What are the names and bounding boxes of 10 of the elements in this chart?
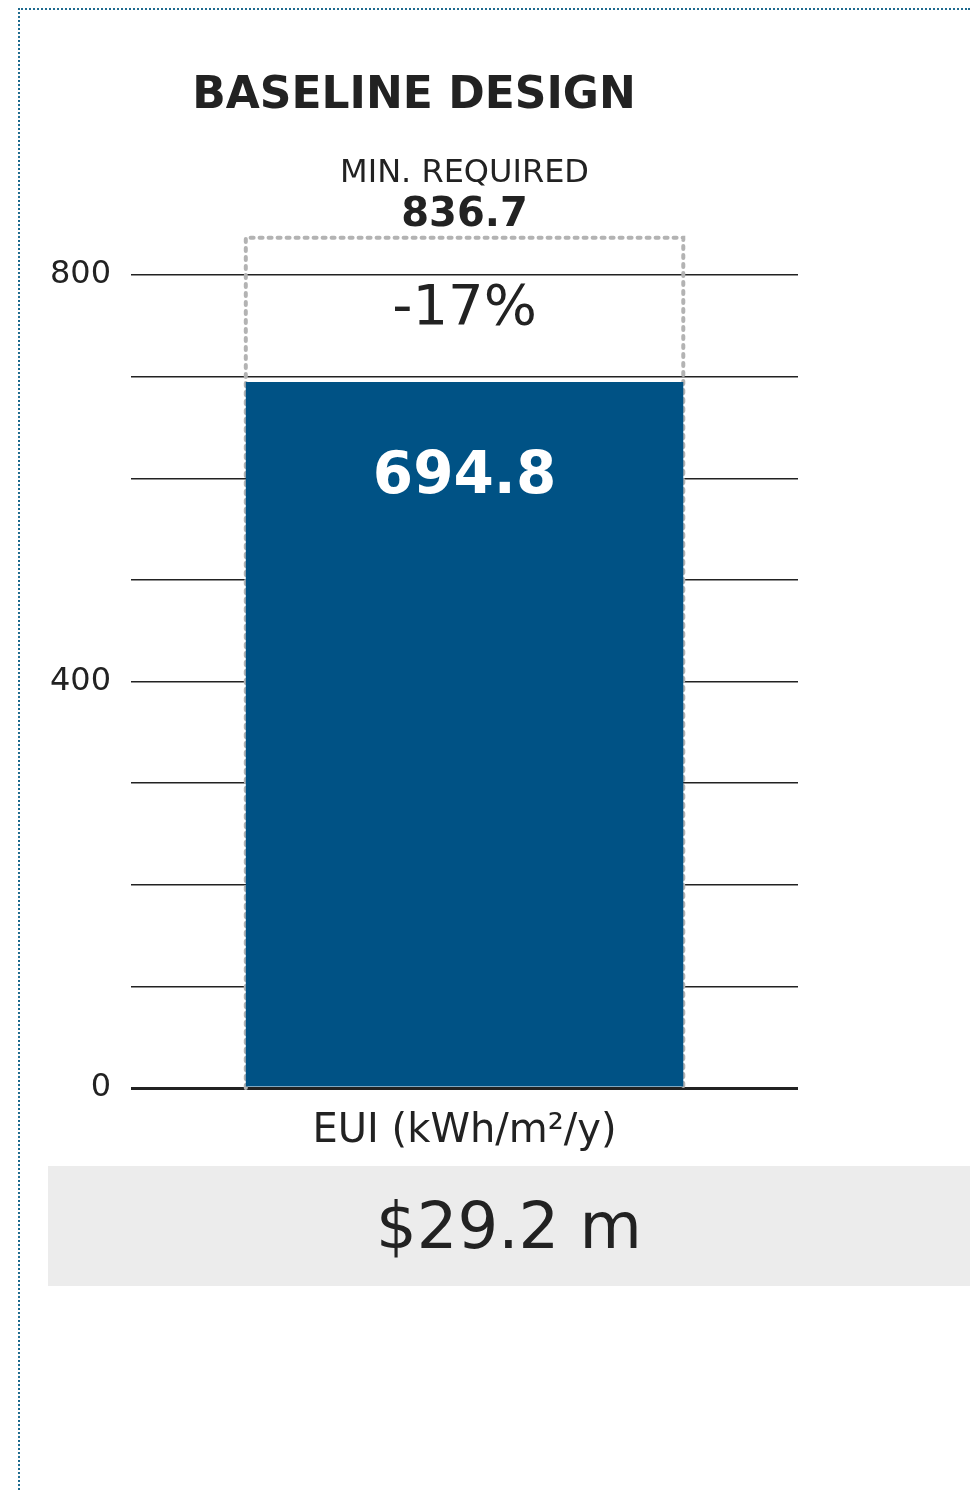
y-tick-label: 400	[50, 659, 112, 698]
annotation: 836.7	[401, 188, 528, 235]
annotation: -17%	[392, 272, 537, 338]
data-label: 694.8	[372, 439, 557, 508]
ref-line-label: MIN. REQUIRED	[340, 151, 589, 190]
text: $29.2 m	[48, 1166, 970, 1286]
x-axis-title: EUI (kWh/m²/y)	[312, 1105, 617, 1152]
y-tick-label: 0	[90, 1066, 112, 1105]
chart-title: BASELINE DESIGN	[192, 66, 636, 118]
y-tick-label: 800	[50, 253, 112, 292]
